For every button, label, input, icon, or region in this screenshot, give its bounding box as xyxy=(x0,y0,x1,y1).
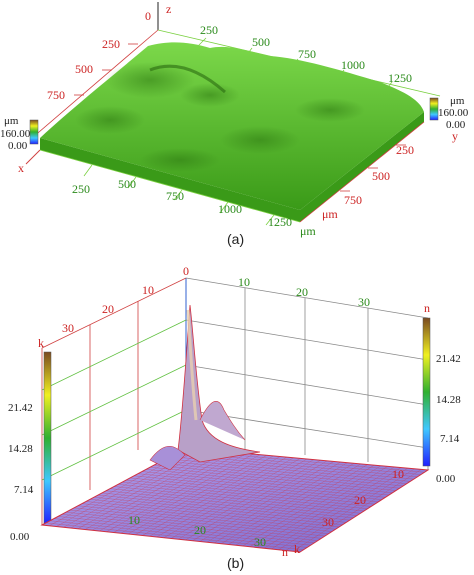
front-tick: 250 xyxy=(72,182,90,196)
left-scale-unit: μm xyxy=(4,115,19,127)
bottom-tick-red: 10 xyxy=(392,467,404,481)
top-tick-red: 10 xyxy=(142,283,154,297)
left-tick: 500 xyxy=(75,62,93,76)
right-axis-letter: n xyxy=(424,301,430,315)
front-grid xyxy=(39,149,301,226)
mesh-line xyxy=(271,467,402,550)
bottom-tick-red: 20 xyxy=(354,493,366,507)
top-tick: 1000 xyxy=(341,58,365,72)
left-colorbar-label: 14.28 xyxy=(8,443,33,455)
bottom-letter-k: k xyxy=(294,542,300,556)
right-colorbar-label: 7.14 xyxy=(440,433,460,445)
top-tick-green: 10 xyxy=(238,275,250,289)
front-tick: 1250 xyxy=(268,215,292,229)
left-tick-marks xyxy=(31,29,159,139)
mesh-line xyxy=(264,466,395,549)
mesh-line xyxy=(285,468,415,551)
bottom-letter-n: n xyxy=(282,545,288,559)
caption-b: (b) xyxy=(227,555,244,571)
front-tick: 1000 xyxy=(218,202,242,216)
mesh-line xyxy=(256,466,388,548)
top-tick: 750 xyxy=(298,47,316,61)
top-ticks: 250 500 750 1000 1250 xyxy=(200,23,412,85)
right-colorbar xyxy=(422,317,431,467)
top-tick: 250 xyxy=(200,23,218,37)
left-colorbar-labels: 21.42 14.28 7.14 0.00 xyxy=(8,402,34,543)
mesh-line xyxy=(278,468,408,550)
right-tick: 250 xyxy=(396,143,414,157)
bottom-tick-red: 30 xyxy=(322,515,334,529)
z-axis-letter: z xyxy=(166,2,171,16)
left-tick: 750 xyxy=(47,88,65,102)
left-colorbar xyxy=(43,351,52,525)
right-colorbar-labels: 21.42 14.28 7.14 0.00 xyxy=(436,353,461,485)
right-scale-max: 160.00 xyxy=(438,107,469,119)
x-axis-line xyxy=(25,149,41,165)
left-back-grid-h xyxy=(41,319,187,481)
left-scale-bar xyxy=(29,119,39,145)
left-colorbar-label: 7.14 xyxy=(14,484,34,496)
right-ticks: 250 500 750 μm xyxy=(322,143,414,221)
front-tick: 500 xyxy=(118,177,136,191)
bottom-tick-green: 20 xyxy=(194,523,206,537)
right-tick: 500 xyxy=(372,169,390,183)
right-scale-bar xyxy=(429,97,439,121)
right-colorbar-label: 21.42 xyxy=(436,353,461,365)
top-tick-red: 30 xyxy=(62,321,74,335)
y-axis-letter: y xyxy=(452,129,458,143)
right-scale-min: 0.00 xyxy=(446,119,466,131)
left-axis-letter: k xyxy=(38,336,44,350)
right-tick: 750 xyxy=(344,193,362,207)
top-ticks-red: 10 20 30 xyxy=(62,283,154,335)
bottom-tick-green: 30 xyxy=(254,535,266,549)
top-zero: 0 xyxy=(183,264,189,278)
front-ticks: 250 500 750 1000 1250 μm xyxy=(72,177,316,238)
right-scale-unit: μm xyxy=(450,95,465,107)
left-scale-max: 160.00 xyxy=(0,128,31,140)
caption-a: (a) xyxy=(227,231,244,247)
bottom-ticks-red: 10 20 30 xyxy=(322,467,404,529)
left-tick: 250 xyxy=(102,37,120,51)
bottom-tick-green: 10 xyxy=(128,513,140,527)
top-tick-green: 20 xyxy=(296,285,308,299)
left-ticks: 250 500 750 xyxy=(47,37,120,102)
front-unit: μm xyxy=(300,224,316,238)
top-tick: 1250 xyxy=(388,71,412,85)
mesh-line xyxy=(165,458,411,482)
left-scale-min: 0.00 xyxy=(8,140,28,152)
left-colorbar-label: 21.42 xyxy=(8,402,33,414)
mesh-surface xyxy=(40,304,430,553)
terrain-surface xyxy=(40,42,424,222)
left-colorbar-label: 0.00 xyxy=(10,531,30,543)
panel-b-mesh-plot: 0 10 20 30 xyxy=(8,264,461,571)
right-colorbar-label: 14.28 xyxy=(436,394,461,406)
mesh-line xyxy=(292,469,422,552)
x-axis-letter: x xyxy=(18,161,24,175)
top-tick-green: 30 xyxy=(358,295,370,309)
top-tick-red: 20 xyxy=(102,302,114,316)
right-tick-marks xyxy=(299,121,425,223)
right-unit: μm xyxy=(322,207,338,221)
top-ticks-green: 10 20 30 xyxy=(238,275,370,309)
z-top-tick: 0 xyxy=(145,9,151,23)
front-tick: 750 xyxy=(166,189,184,203)
bottom-ticks-green: 10 20 30 n k xyxy=(128,513,300,559)
right-colorbar-label: 0.00 xyxy=(436,473,456,485)
panel-a-surface-plot: z 0 250 500 750 1000 1250 250 500 750 xyxy=(0,2,469,247)
left-back-grid xyxy=(41,277,187,525)
right-back-grid xyxy=(185,277,429,470)
top-tick: 500 xyxy=(252,35,270,49)
